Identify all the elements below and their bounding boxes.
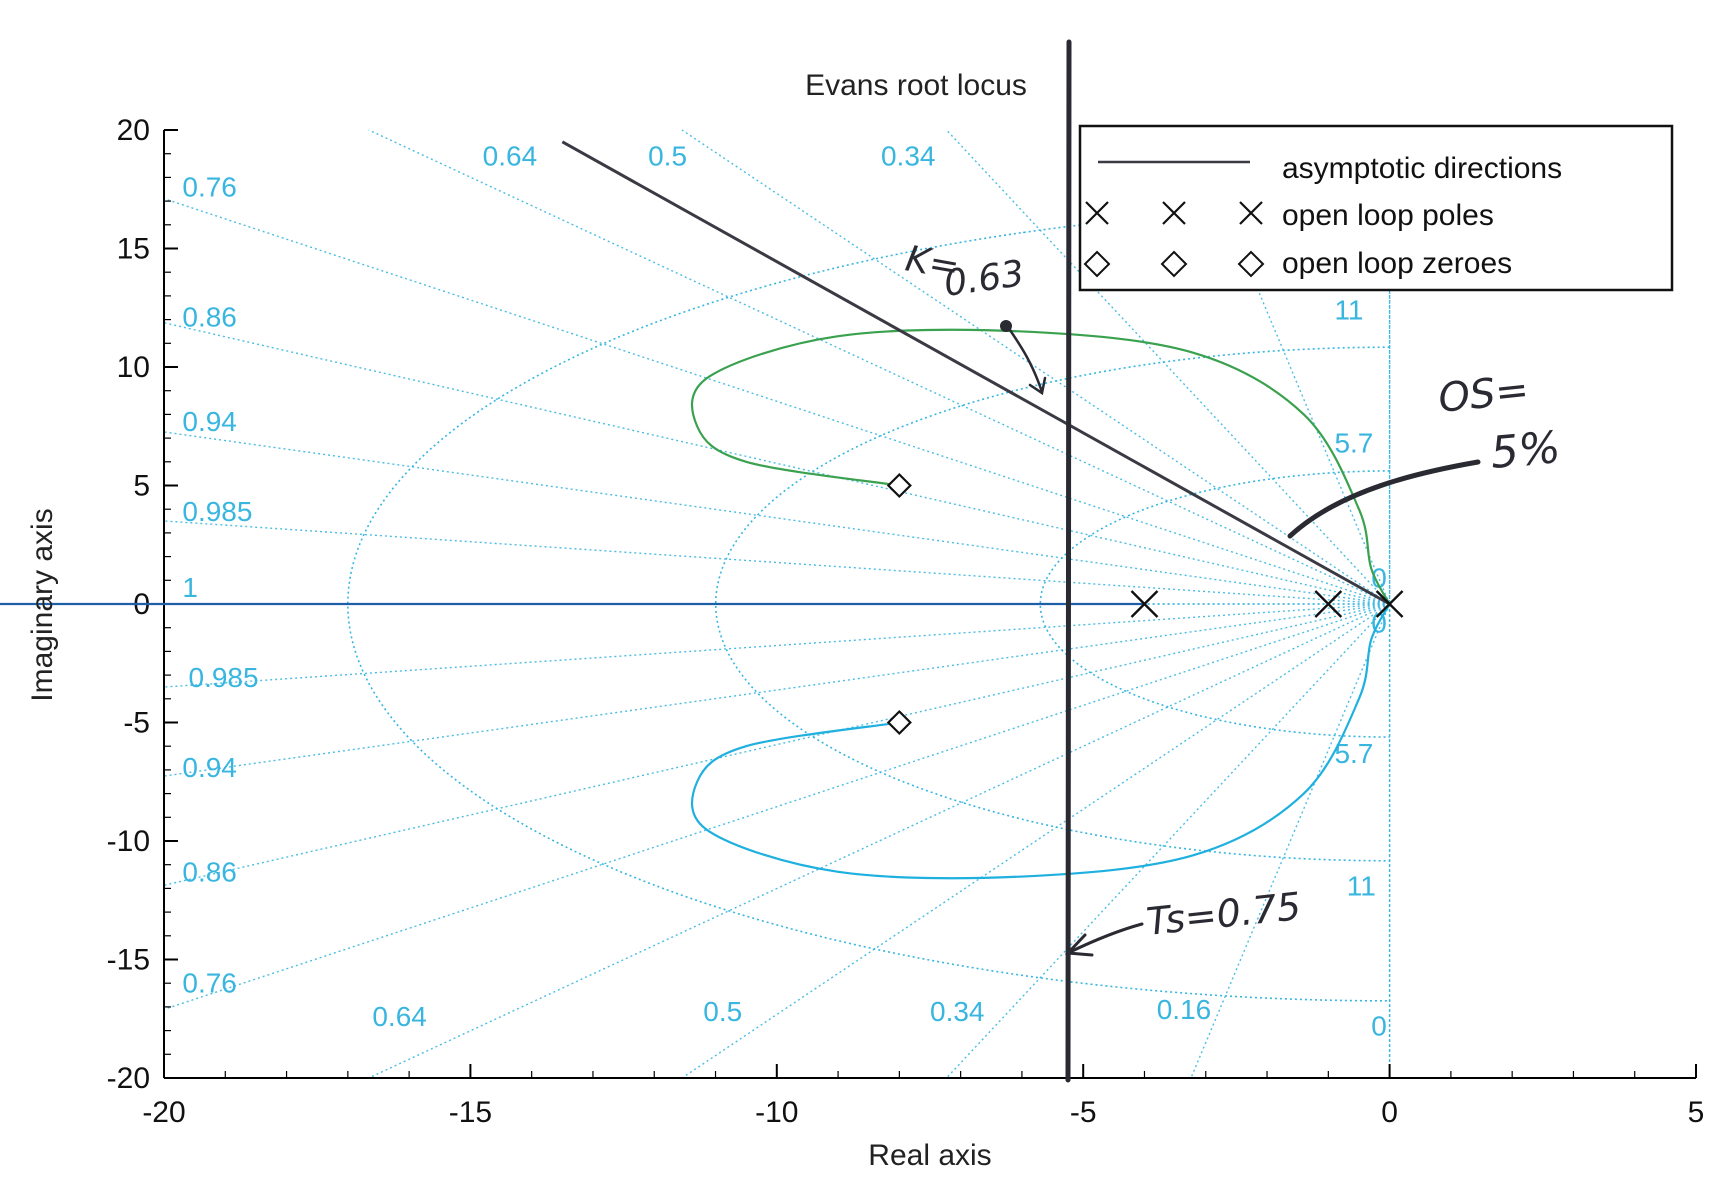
overshoot-annotation: OS= — [1436, 367, 1531, 422]
y-tick-label: 20 — [117, 114, 150, 147]
grid-label-top: 0.64 — [483, 141, 538, 172]
grid-label-bottom: 0.34 — [930, 996, 985, 1027]
y-axis-label: Imaginary axis — [26, 508, 59, 701]
grid-label-left: 0.94 — [182, 752, 237, 783]
y-tick-label: -5 — [123, 707, 150, 740]
damping-ray — [164, 604, 1390, 687]
grid-label-bottom: 0 — [1371, 1010, 1387, 1041]
grid-label-left: 0.86 — [182, 856, 237, 887]
grid-label-left: 0.94 — [182, 406, 237, 437]
y-tick-label: -20 — [107, 1062, 150, 1095]
y-tick-label: 15 — [117, 233, 150, 266]
grid-label-top: 0.5 — [648, 141, 687, 172]
legend-entry-poles: open loop poles — [1282, 199, 1494, 232]
grid-label-left: 0.985 — [189, 662, 259, 693]
pole-marker — [1377, 591, 1403, 617]
chart-title: Evans root locus — [805, 69, 1027, 102]
y-tick-label: 5 — [133, 470, 150, 503]
settling-time-annotation: Ts=0.75 — [1144, 884, 1303, 944]
damping-ray — [164, 604, 1390, 776]
overshoot-value-annotation: 5% — [1489, 422, 1563, 479]
locus-branch-lower — [692, 604, 1390, 878]
damping-ray — [164, 604, 1390, 1009]
grid-label-bottom: 0.64 — [372, 1001, 427, 1032]
locus-branch-upper — [692, 330, 1390, 604]
damping-ray — [164, 604, 1390, 885]
x-tick-label: -20 — [142, 1096, 185, 1129]
grid-label-left: 0.86 — [182, 302, 237, 333]
x-tick-label: 5 — [1688, 1096, 1705, 1129]
grid-label-left: 1 — [182, 572, 198, 603]
damping-ray — [164, 521, 1390, 604]
damping-ray — [682, 604, 1390, 1078]
x-tick-label: -10 — [755, 1096, 798, 1129]
legend-entry-asymptotic: asymptotic directions — [1282, 152, 1562, 185]
damping-ray — [164, 432, 1390, 604]
y-tick-label: -15 — [107, 944, 150, 977]
x-tick-label: 0 — [1381, 1096, 1398, 1129]
x-axis-label: Real axis — [868, 1139, 991, 1172]
grid-label-top: 0.76 — [182, 171, 237, 202]
x-tick-label: -15 — [449, 1096, 492, 1129]
grid-label-top: 0.34 — [881, 141, 936, 172]
gain-point-marker — [1000, 320, 1012, 332]
frequency-label: 5.7 — [1334, 427, 1373, 458]
legend: asymptotic directions open loop poles op… — [1080, 126, 1672, 290]
x-tick-label: -5 — [1070, 1096, 1097, 1129]
y-tick-label: -10 — [107, 825, 150, 858]
grid-label-bottom: 0.16 — [1157, 994, 1212, 1025]
frequency-label: 0 — [1371, 562, 1387, 593]
grid-label-left: 0.985 — [182, 496, 252, 527]
settling-time-line — [1068, 42, 1069, 1080]
grid-label-left: 0.76 — [182, 968, 237, 999]
frequency-label: 11 — [1334, 295, 1363, 326]
damping-ray — [164, 323, 1390, 604]
grid-label-bottom: 0.5 — [703, 996, 742, 1027]
legend-entry-zeroes: open loop zeroes — [1282, 247, 1512, 280]
y-tick-label: 10 — [117, 351, 150, 384]
frequency-label: 11 — [1347, 871, 1376, 902]
damping-ray — [1191, 604, 1390, 1078]
gain-arrow — [1010, 330, 1042, 392]
